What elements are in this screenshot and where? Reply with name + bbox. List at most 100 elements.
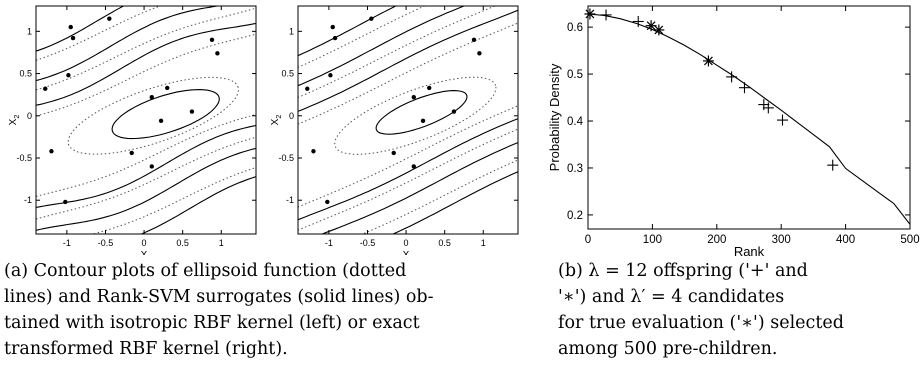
y-tick-label: -1: [24, 195, 32, 205]
contour-lines: [298, 6, 518, 234]
y-tick-label: 0.5: [281, 69, 294, 79]
sample-point: [68, 24, 73, 30]
x-tick-label: -0.5: [360, 238, 376, 248]
sample-point: [427, 85, 432, 91]
y-axis-label: X2: [270, 115, 283, 126]
ellipsoid-contour: [67, 76, 240, 155]
x-axis-label: Rank: [734, 244, 765, 258]
sample-point: [451, 109, 457, 114]
contour-plot-isotropic: -1 -0.5 0 0.5 1 -1 -0.5 0 0.5 1 X1 X2: [8, 5, 257, 255]
plot-frame: [587, 5, 911, 230]
rank-density-chart: 0 100 200 300 400 500 0.2 0.3 0.4 0.5 0.6 Rank Proba…: [547, 5, 920, 258]
sample-point: [330, 24, 335, 30]
x-axis-label: X1: [141, 250, 152, 255]
y-tick-label: 1: [27, 26, 32, 36]
sample-point: [325, 199, 330, 205]
surrogate-contour: [36, 22, 256, 106]
x-tick-label: -1: [63, 238, 71, 248]
sample-point: [49, 149, 54, 154]
surrogate-contour: [298, 6, 466, 87]
surrogate-contour: [36, 124, 256, 208]
sample-point: [332, 35, 338, 41]
surrogate-contour: [36, 6, 221, 82]
caption-b-line: (b) λ = 12 offspring ('+' and: [558, 261, 808, 281]
x-tick-label: 0.5: [176, 238, 189, 248]
ellipsoid-contour: [36, 6, 162, 61]
surrogate-contour: [375, 90, 468, 135]
surrogate-contour: [320, 141, 518, 234]
sample-point: [477, 51, 482, 56]
ellipsoid-contour: [298, 128, 518, 231]
y-tick-label: 0.2: [567, 210, 583, 222]
sample-point: [189, 109, 195, 114]
x-axis-label: X1: [403, 250, 414, 255]
x-tick-label: 1: [219, 238, 224, 248]
surrogate-contour: [298, 9, 518, 112]
sample-point: [63, 199, 68, 205]
candidate-star-marker: [653, 24, 665, 36]
sample-point: [129, 150, 134, 156]
ellipsoid-contour: [298, 6, 497, 98]
sample-point: [107, 16, 112, 21]
ellipsoid-contour: [298, 6, 426, 68]
sample-point: [149, 95, 154, 100]
ellipsoid-contour: [334, 76, 497, 155]
y-tick-label: 0: [289, 111, 294, 121]
contour-plot-transformed: -1 -0.5 0 0.5 1 -1 -0.5 0 0.5 1 X1 X2: [270, 5, 519, 255]
sample-point: [471, 37, 477, 42]
surrogate-contour: [36, 6, 125, 52]
caption-b-line: '∗') and λ′ = 4 candidates: [558, 287, 785, 307]
y-tick-label: 1: [289, 26, 294, 36]
x-tick-label: 0.5: [438, 238, 451, 248]
offspring-plus-marker: [827, 159, 839, 171]
surrogate-contour: [391, 171, 518, 234]
caption-a-line: transformed RBF kernel (right).: [4, 339, 288, 359]
x-tick-label: 100: [643, 234, 662, 246]
ellipsoid-contour: [361, 159, 518, 234]
caption-b: (b) λ = 12 offspring ('+' and '∗') and λ…: [558, 258, 918, 362]
ellipsoid-contour: [36, 7, 256, 91]
ellipsoid-contour: [36, 33, 256, 117]
ellipsoid-contour: [36, 114, 256, 197]
candidate-star-marker: [645, 20, 657, 32]
y-tick-label: -0.5: [278, 153, 294, 163]
plot-frame: [297, 5, 519, 235]
y-tick-label: 0: [27, 111, 32, 121]
x-tick-label: 0: [142, 238, 147, 248]
x-tick-label: 200: [707, 234, 726, 246]
sample-point: [411, 164, 416, 169]
x-tick-label: 0: [404, 238, 409, 248]
sample-point: [165, 85, 170, 91]
y-tick-label: -1: [286, 195, 294, 205]
caption-a-line: tained with isotropic RBF kernel (left) …: [4, 313, 420, 333]
sample-point: [70, 35, 76, 41]
sample-point: [43, 86, 48, 91]
ellipsoid-contour: [36, 136, 256, 220]
sample-point: [411, 95, 416, 100]
x-tick-label: -0.5: [98, 238, 114, 248]
x-tick-label: 1: [481, 238, 486, 248]
surrogate-contour: [36, 147, 256, 231]
surrogate-contour: [298, 118, 518, 221]
contour-lines: [36, 6, 256, 234]
offspring-plus-marker: [632, 15, 644, 27]
candidate-star-marker: [584, 8, 596, 20]
offspring-plus-marker: [776, 114, 788, 126]
y-tick-label: 0.3: [567, 163, 583, 175]
y-axis-label: X2: [8, 115, 21, 126]
sample-point: [420, 118, 426, 124]
y-tick-label: 0.5: [19, 69, 32, 79]
density-curve: [587, 13, 911, 225]
caption-a-line: lines) and Rank-SVM surrogates (solid li…: [4, 287, 434, 307]
x-tick-label: -1: [325, 238, 333, 248]
surrogate-contour: [139, 176, 256, 234]
ellipsoid-contour: [298, 105, 518, 208]
sample-point: [158, 118, 164, 124]
sample-point: [66, 73, 71, 78]
sample-point: [215, 51, 220, 56]
sample-point: [369, 16, 374, 21]
offspring-plus-marker: [762, 102, 774, 114]
y-tick-label: -0.5: [16, 153, 32, 163]
sample-point: [328, 73, 333, 78]
offspring-plus-marker: [726, 71, 738, 83]
